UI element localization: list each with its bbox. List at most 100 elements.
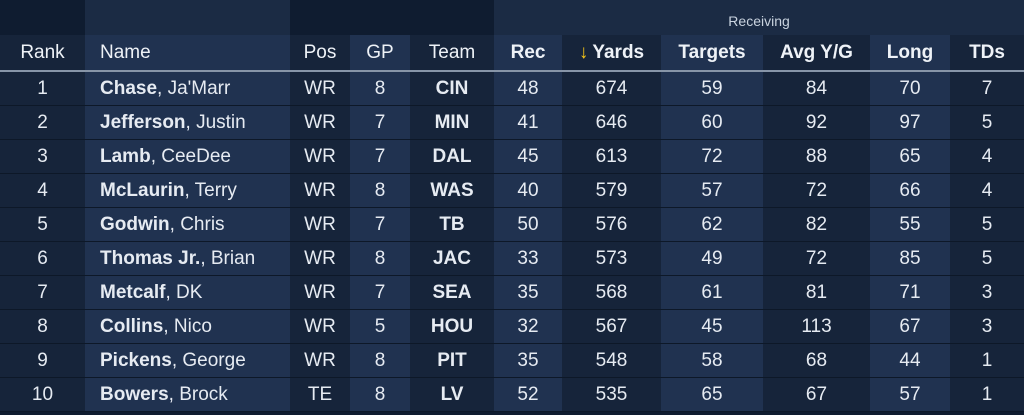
header-avg-yg[interactable]: Avg Y/G — [763, 35, 870, 72]
cell-long: 97 — [870, 106, 950, 140]
cell-long: 71 — [870, 276, 950, 310]
cell-rank: 6 — [0, 242, 85, 276]
cell-rec: 32 — [494, 310, 562, 344]
cell-name: Collins, Nico — [85, 310, 290, 344]
cell-team: DAL — [410, 140, 494, 174]
player-last-name[interactable]: Lamb — [100, 145, 151, 167]
cell-team: CIN — [410, 72, 494, 106]
cell-rank: 8 — [0, 310, 85, 344]
table-row[interactable]: 2 Jefferson, Justin WR 7 MIN 41 646 60 92 97 5 — [0, 106, 1024, 140]
cell-avg-yg: 92 — [763, 106, 870, 140]
cell-targets: 57 — [661, 174, 763, 208]
cell-targets: 60 — [661, 106, 763, 140]
cell-pos: WR — [290, 242, 350, 276]
cell-rank: 7 — [0, 276, 85, 310]
player-first-name: , Chris — [169, 213, 225, 235]
cell-gp: 8 — [350, 174, 410, 208]
cell-yards: 579 — [562, 174, 661, 208]
cell-rec: 41 — [494, 106, 562, 140]
cell-avg-yg: 72 — [763, 242, 870, 276]
player-first-name: , CeeDee — [150, 145, 231, 167]
cell-yards: 613 — [562, 140, 661, 174]
table-row[interactable]: 6 Thomas Jr., Brian WR 8 JAC 33 573 49 72 85 5 — [0, 242, 1024, 276]
cell-targets: 59 — [661, 72, 763, 106]
player-first-name: , Justin — [185, 111, 246, 133]
cell-avg-yg: 67 — [763, 378, 870, 412]
header-name[interactable]: Name — [85, 35, 290, 72]
player-last-name[interactable]: Jefferson — [100, 111, 186, 133]
player-last-name[interactable]: Thomas Jr. — [100, 247, 201, 269]
cell-pos: WR — [290, 344, 350, 378]
cell-rec: 33 — [494, 242, 562, 276]
cell-yards: 674 — [562, 72, 661, 106]
cell-yards: 573 — [562, 242, 661, 276]
cell-pos: TE — [290, 378, 350, 412]
cell-rec: 45 — [494, 140, 562, 174]
cell-tds: 3 — [950, 276, 1024, 310]
player-last-name[interactable]: Collins — [100, 315, 164, 337]
cell-rec: 35 — [494, 344, 562, 378]
cell-avg-yg: 82 — [763, 208, 870, 242]
player-last-name[interactable]: Bowers — [100, 383, 169, 405]
cell-team: HOU — [410, 310, 494, 344]
group-header-receiving: Receiving — [494, 0, 1024, 35]
table-row[interactable]: 4 McLaurin, Terry WR 8 WAS 40 579 57 72 66 4 — [0, 174, 1024, 208]
cell-team: MIN — [410, 106, 494, 140]
header-rank[interactable]: Rank — [0, 35, 85, 72]
cell-rank: 9 — [0, 344, 85, 378]
table-row[interactable]: 8 Collins, Nico WR 5 HOU 32 567 45 113 67 3 — [0, 310, 1024, 344]
cell-name: Lamb, CeeDee — [85, 140, 290, 174]
header-gp[interactable]: GP — [350, 35, 410, 72]
table-row[interactable]: 10 Bowers, Brock TE 8 LV 52 535 65 67 57 1 — [0, 378, 1024, 412]
table-row[interactable]: 7 Metcalf, DK WR 7 SEA 35 568 61 81 71 3 — [0, 276, 1024, 310]
cell-targets: 61 — [661, 276, 763, 310]
cell-long: 55 — [870, 208, 950, 242]
cell-team: TB — [410, 208, 494, 242]
cell-pos: WR — [290, 72, 350, 106]
cell-targets: 72 — [661, 140, 763, 174]
cell-long: 85 — [870, 242, 950, 276]
cell-gp: 8 — [350, 344, 410, 378]
cell-gp: 7 — [350, 276, 410, 310]
header-tds[interactable]: TDs — [950, 35, 1024, 72]
header-team[interactable]: Team — [410, 35, 494, 72]
cell-team: PIT — [410, 344, 494, 378]
cell-name: Jefferson, Justin — [85, 106, 290, 140]
cell-rank: 10 — [0, 378, 85, 412]
arrow-down-icon: ↓ — [578, 41, 589, 63]
header-rec[interactable]: Rec — [494, 35, 562, 72]
header-long[interactable]: Long — [870, 35, 950, 72]
group-header-blank — [0, 0, 85, 35]
cell-targets: 45 — [661, 310, 763, 344]
header-yards-label: Yards — [592, 41, 645, 63]
table-row[interactable]: 9 Pickens, George WR 8 PIT 35 548 58 68 44 1 — [0, 344, 1024, 378]
cell-rank: 1 — [0, 72, 85, 106]
cell-team: LV — [410, 378, 494, 412]
table-row[interactable]: 5 Godwin, Chris WR 7 TB 50 576 62 82 55 5 — [0, 208, 1024, 242]
cell-gp: 7 — [350, 140, 410, 174]
player-last-name[interactable]: McLaurin — [100, 179, 185, 201]
player-last-name[interactable]: Chase — [100, 77, 158, 99]
player-last-name[interactable]: Godwin — [100, 213, 170, 235]
cell-pos: WR — [290, 140, 350, 174]
player-last-name[interactable]: Pickens — [100, 349, 172, 371]
cell-avg-yg: 68 — [763, 344, 870, 378]
group-header-blank — [85, 0, 290, 35]
header-yards[interactable]: ↓ Yards — [562, 35, 661, 72]
cell-rank: 2 — [0, 106, 85, 140]
cell-targets: 62 — [661, 208, 763, 242]
cell-name: McLaurin, Terry — [85, 174, 290, 208]
table-row[interactable]: 3 Lamb, CeeDee WR 7 DAL 45 613 72 88 65 4 — [0, 140, 1024, 174]
header-targets[interactable]: Targets — [661, 35, 763, 72]
cell-name: Pickens, George — [85, 344, 290, 378]
cell-tds: 4 — [950, 174, 1024, 208]
cell-team: WAS — [410, 174, 494, 208]
header-pos[interactable]: Pos — [290, 35, 350, 72]
player-first-name: , DK — [165, 281, 203, 303]
cell-yards: 568 — [562, 276, 661, 310]
table-row[interactable]: 1 Chase, Ja'Marr WR 8 CIN 48 674 59 84 70 7 — [0, 72, 1024, 106]
cell-targets: 49 — [661, 242, 763, 276]
cell-targets: 65 — [661, 378, 763, 412]
cell-rank: 3 — [0, 140, 85, 174]
player-last-name[interactable]: Metcalf — [100, 281, 166, 303]
